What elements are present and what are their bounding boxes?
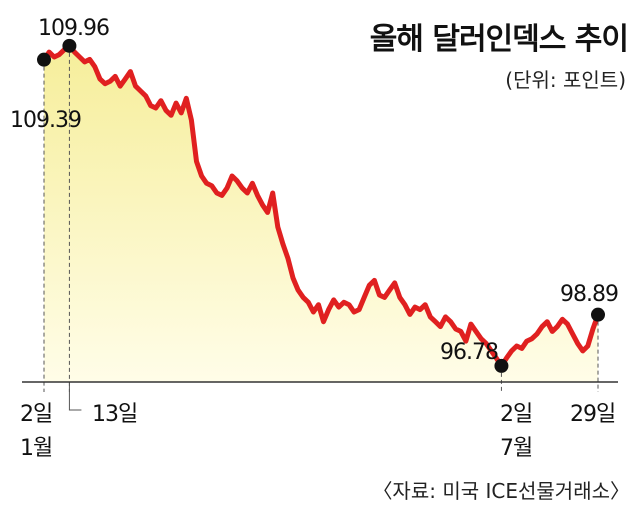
data-point-start [37, 52, 51, 67]
data-point-end [591, 307, 605, 322]
annotation-label-end: 98.89 [560, 282, 619, 307]
x-tick-sublabel-jul: 7월 [500, 436, 533, 461]
series-line [41, 43, 601, 369]
x-tick-label-jan13: 13일 [92, 402, 138, 427]
annotation-label-peak: 109.96 [38, 16, 110, 41]
chart-unit: (단위: 포인트) [505, 68, 626, 92]
chart-title: 올해 달러인덱스 추이 [369, 22, 629, 57]
x-tick-sublabel-jan: 1월 [20, 436, 53, 461]
tick-bracket-jan13 [68, 382, 82, 411]
annotation-label-start: 109.39 [10, 108, 82, 133]
data-point-low [494, 358, 509, 373]
x-tick-label-jan2: 2일 [20, 402, 53, 427]
annotation-label-low: 96.78 [440, 340, 499, 365]
x-tick-label-jul29: 29일 [570, 402, 616, 427]
data-point-peak [62, 38, 77, 53]
x-tick-label-jul2: 2일 [500, 402, 533, 427]
area-fill [44, 45, 598, 383]
chart-source: 〈자료: 미국 ICE선물거래소〉 [372, 479, 630, 503]
